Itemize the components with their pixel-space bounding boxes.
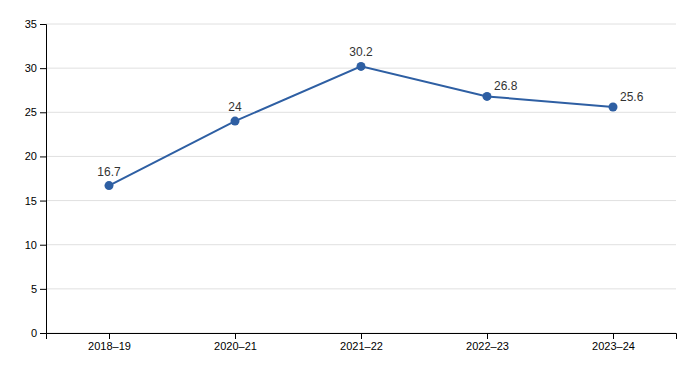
grid-line: [46, 24, 676, 25]
tick: 20: [25, 150, 46, 162]
tick: 0: [31, 327, 46, 339]
tick-label: 2022–23: [466, 340, 509, 352]
tick-label: 35: [25, 18, 37, 30]
tick-label: 10: [25, 239, 37, 251]
tick: 2022–23: [466, 333, 509, 352]
point: [357, 62, 366, 71]
tick-mark: [361, 333, 362, 339]
tick-mark: [487, 333, 488, 339]
point: [231, 117, 240, 126]
y-axis: 0 5 10 15 20 25 30 35: [25, 18, 47, 339]
tick-mark: [40, 201, 46, 202]
data-label: 26.8: [494, 79, 518, 93]
axis-line: [47, 334, 677, 340]
tick-label: 2021–22: [340, 340, 383, 352]
tick: 10: [25, 239, 46, 251]
tick-mark: [613, 333, 614, 339]
tick-mark: [40, 245, 46, 246]
tick-label: 5: [31, 283, 37, 295]
tick: 2023–24: [592, 333, 635, 352]
grid-line: [46, 288, 676, 289]
tick-mark: [235, 333, 236, 339]
grid-line: [46, 156, 676, 157]
tick-label: 0: [31, 327, 37, 339]
grid-line: [46, 112, 676, 113]
grid-line: [46, 200, 676, 201]
tick-label: 30: [25, 62, 37, 74]
tick-label: 2023–24: [592, 340, 635, 352]
tick-mark: [40, 24, 46, 25]
tick-label: 15: [25, 195, 37, 207]
tick-mark: [40, 289, 46, 290]
point: [105, 181, 114, 190]
tick-label: 25: [25, 106, 37, 118]
tick-mark: [109, 333, 110, 339]
tick-mark: [40, 333, 46, 334]
tick-mark: [40, 68, 46, 69]
tick: 30: [25, 62, 46, 74]
tick: 15: [25, 195, 46, 207]
data-label: 25.6: [620, 90, 644, 104]
tick-label: 2020–21: [214, 340, 257, 352]
tick: 2018–19: [88, 333, 131, 352]
data-label: 24: [228, 100, 242, 114]
tick-mark: [40, 112, 46, 113]
tick: 35: [25, 18, 46, 30]
tick: 25: [25, 106, 46, 118]
grid-line: [46, 244, 676, 245]
data-labels: 16.7 24 30.2 26.8 25.6: [97, 45, 643, 178]
point: [609, 102, 618, 111]
point: [483, 92, 492, 101]
marks: [105, 62, 618, 190]
tick: 5: [31, 283, 46, 295]
data-label: 16.7: [97, 165, 121, 179]
line: [109, 66, 613, 185]
axis-line: [40, 25, 47, 334]
plot: 0 5 10 15 20 25 30 35 2018–19 2020–21 2021–22 2022–…: [25, 18, 677, 352]
tick-label: 20: [25, 150, 37, 162]
tick-label: 2018–19: [88, 340, 131, 352]
data-label: 30.2: [349, 45, 373, 59]
tick-mark: [40, 156, 46, 157]
tick: 2020–21: [214, 333, 257, 352]
tick: 2021–22: [340, 333, 383, 352]
chart: 0 5 10 15 20 25 30 35 2018–19 2020–21 2021–22 2022–…: [0, 0, 700, 367]
grid: [46, 24, 676, 333]
x-axis: 2018–19 2020–21 2021–22 2022–23 2023–24: [47, 333, 677, 352]
